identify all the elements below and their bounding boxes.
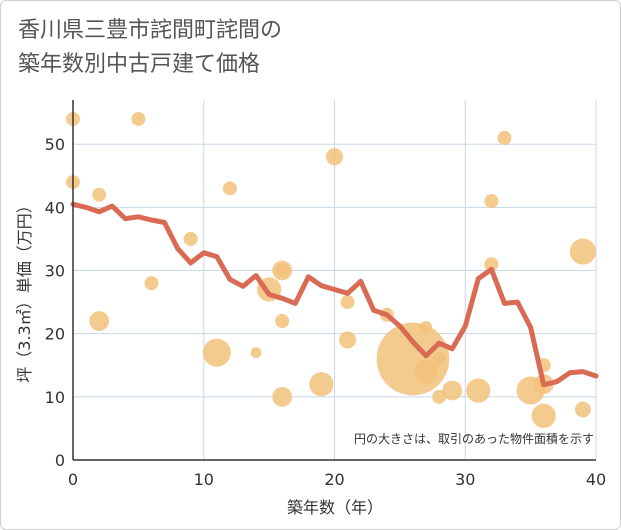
y-tick-label: 30 [45, 262, 65, 281]
chart-title-line-2: 築年数別中古戸建て価格 [18, 52, 261, 77]
y-tick-label: 0 [55, 451, 65, 470]
x-tick-label: 20 [324, 470, 344, 489]
y-tick-label: 10 [45, 388, 65, 407]
bubble-point [419, 321, 433, 334]
y-tick-label: 50 [45, 135, 65, 154]
size-note: 円の大きさは、取引のあった物件面積を示す [354, 431, 594, 446]
chart-title-line-1: 香川県三豊市詫間町詫間の [18, 18, 283, 43]
bubble-point [272, 260, 293, 281]
bubble-point [272, 386, 293, 407]
bubble-point [339, 331, 357, 349]
bubble-point [131, 111, 146, 126]
grid-lines [73, 100, 597, 460]
bubble-point [413, 359, 439, 384]
bubble-point [484, 194, 499, 209]
bubble-point [432, 389, 447, 404]
tick-labels: 0 10 20 30 40 0 10 20 30 40 50 [45, 135, 607, 489]
x-tick-label: 40 [586, 470, 606, 489]
bubble-point [569, 238, 597, 265]
bubble-point [89, 311, 110, 331]
y-tick-label: 20 [45, 325, 65, 344]
bubble-point [497, 130, 512, 145]
y-tick-label: 40 [45, 198, 65, 217]
bubble-point [484, 257, 499, 272]
bubble-point [442, 380, 463, 401]
line-series [70, 201, 599, 388]
bubble-series [66, 111, 597, 428]
bubble-point [202, 338, 231, 367]
y-axis-label: 坪（3.3㎡）単価（万円） [15, 197, 34, 382]
x-tick-label: 10 [194, 470, 214, 489]
bubble-point [144, 276, 159, 291]
axes [72, 100, 596, 461]
bubble-point [531, 403, 556, 428]
bubble-point [222, 181, 237, 196]
x-axis-label: 築年数（年） [287, 498, 383, 517]
bubble-point [275, 314, 290, 329]
bubble-point [340, 295, 355, 310]
bubble-point [432, 351, 447, 366]
chart-title: 香川県三豊市詫間町詫間の 築年数別中古戸建て価格 [18, 14, 282, 82]
bubble-point [466, 378, 491, 403]
bubble-point [250, 347, 262, 359]
x-tick-label: 0 [68, 470, 78, 489]
bubble-point [574, 401, 591, 418]
average-price-line [70, 201, 599, 388]
bubble-point [92, 187, 107, 202]
bubble-point [183, 231, 198, 246]
bubble-point [309, 372, 334, 397]
bubble-point [325, 148, 344, 166]
x-tick-label: 30 [455, 470, 475, 489]
